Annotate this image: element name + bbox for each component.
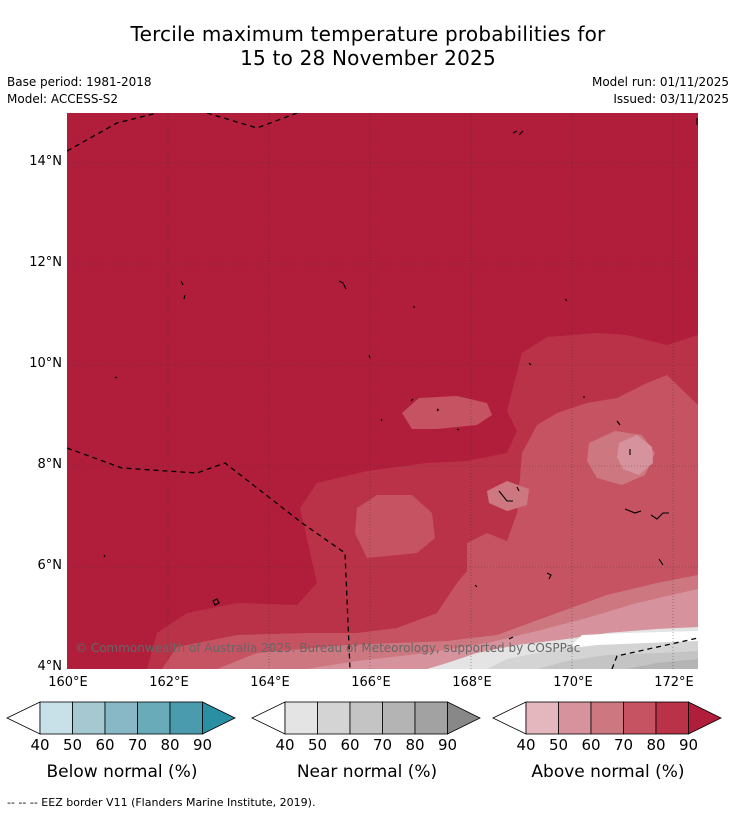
- lat-label-12n: 12°N: [29, 255, 62, 270]
- tick-label: 90: [678, 736, 699, 754]
- islands: [103, 118, 698, 640]
- model-run: Model run: 01/11/2025: [591, 75, 729, 89]
- legend-below-label: Below normal (%): [46, 762, 198, 782]
- tick-label: 50: [548, 736, 569, 754]
- colorbar-above-bin-3: [590, 701, 624, 735]
- legend-below-normal: 40 50 60 70 80 90 Below normal (%): [6, 700, 238, 782]
- colorbar-above-bin-2: [558, 701, 592, 735]
- lon-label-162e: 162°E: [149, 675, 189, 690]
- lat-label-4n: 4°N: [37, 659, 63, 674]
- lat-label-6n: 6°N: [37, 558, 63, 573]
- legend-near-normal: 40 50 60 70 80 90 Near normal (%): [251, 700, 483, 782]
- title-line-1: Tercile maximum temperature probabilitie…: [130, 22, 606, 46]
- probability-map[interactable]: © Commonwealth of Australia 2025. Bureau…: [67, 113, 698, 669]
- graticule: [67, 113, 698, 669]
- tick-label: 60: [581, 736, 601, 754]
- tick-label: 90: [192, 736, 213, 754]
- colorbar-near-low-arrow: [251, 701, 286, 735]
- base-period: Base period: 1981-2018: [7, 75, 152, 89]
- lon-label-172e: 172°E: [654, 675, 694, 690]
- region-above-70c: [355, 495, 435, 558]
- colorbar-near-bin-2: [317, 701, 351, 735]
- colorbar-near-bin-5: [414, 701, 448, 735]
- lon-label-164e: 164°E: [250, 675, 290, 690]
- eez-footnote: -- -- -- EEZ border V11 (Flanders Marine…: [7, 796, 316, 809]
- lon-label-160e: 160°E: [48, 675, 88, 690]
- meta-right: Model run: 01/11/2025 Issued: 03/11/2025: [592, 74, 729, 108]
- colorbar-above-bin-1: [525, 701, 559, 735]
- copyright-notice: © Commonwealth of Australia 2025. Bureau…: [75, 641, 581, 655]
- region-above-70b: [402, 396, 492, 429]
- tick-label: 60: [95, 736, 115, 754]
- lon-label-166e: 166°E: [351, 675, 391, 690]
- lat-label-10n: 10°N: [29, 356, 62, 371]
- tick-label: 70: [372, 736, 393, 754]
- map-canvas: [67, 113, 698, 669]
- tick-label: 70: [613, 736, 634, 754]
- colorbar-near-bin-3: [349, 701, 383, 735]
- title-line-2: 15 to 28 November 2025: [240, 46, 496, 70]
- legend-above-normal: 40 50 60 70 80 90 Above normal (%): [492, 700, 724, 782]
- lon-label-170e: 170°E: [553, 675, 593, 690]
- colorbar-above-low-arrow: [492, 701, 527, 735]
- region-above-60c: [617, 435, 653, 475]
- lat-label-8n: 8°N: [37, 457, 63, 472]
- colorbar-below-bin-3: [104, 701, 138, 735]
- colorbar-near-high-arrow: [447, 701, 481, 735]
- colorbar-below-high-arrow: [202, 701, 236, 735]
- region-near-70: [627, 659, 698, 669]
- tick-label: 40: [516, 736, 536, 754]
- tick-label: 80: [160, 736, 180, 754]
- tick-label: 80: [405, 736, 425, 754]
- legend-near-label: Near normal (%): [296, 762, 438, 782]
- colorbar-below-bin-2: [72, 701, 106, 735]
- issued-date: Issued: 03/11/2025: [613, 92, 729, 106]
- colorbar-near-bin-1: [284, 701, 318, 735]
- region-above-70: [162, 375, 698, 669]
- tick-label: 50: [307, 736, 328, 754]
- colorbar-above-high-arrow: [688, 701, 722, 735]
- colorbar-below-low-arrow: [6, 701, 41, 735]
- colorbar-below-bin-4: [137, 701, 171, 735]
- colorbar-near-bin-4: [382, 701, 416, 735]
- colorbar-above-normal: [492, 701, 722, 735]
- eez-borders: [67, 113, 698, 669]
- tick-label: 40: [275, 736, 295, 754]
- legend-above-label: Above normal (%): [531, 762, 685, 782]
- meta-left: Base period: 1981-2018 Model: ACCESS-S2: [7, 74, 152, 108]
- colorbar-near-normal: [251, 701, 481, 735]
- lon-label-168e: 168°E: [452, 675, 492, 690]
- map-title: Tercile maximum temperature probabilitie…: [0, 22, 736, 70]
- colorbar-below-bin-1: [39, 701, 73, 735]
- colorbar-above-bin-5: [655, 701, 689, 735]
- tick-label: 80: [646, 736, 666, 754]
- tick-label: 90: [437, 736, 458, 754]
- tick-label: 50: [62, 736, 83, 754]
- tick-label: 40: [30, 736, 50, 754]
- region-above-60d: [487, 481, 529, 511]
- model-name: Model: ACCESS-S2: [7, 92, 119, 106]
- colorbar-above-bin-4: [623, 701, 657, 735]
- colorbar-below-normal: [6, 701, 236, 735]
- tick-label: 60: [340, 736, 360, 754]
- lat-label-14n: 14°N: [29, 154, 62, 169]
- tick-label: 70: [127, 736, 148, 754]
- colorbar-below-bin-5: [169, 701, 203, 735]
